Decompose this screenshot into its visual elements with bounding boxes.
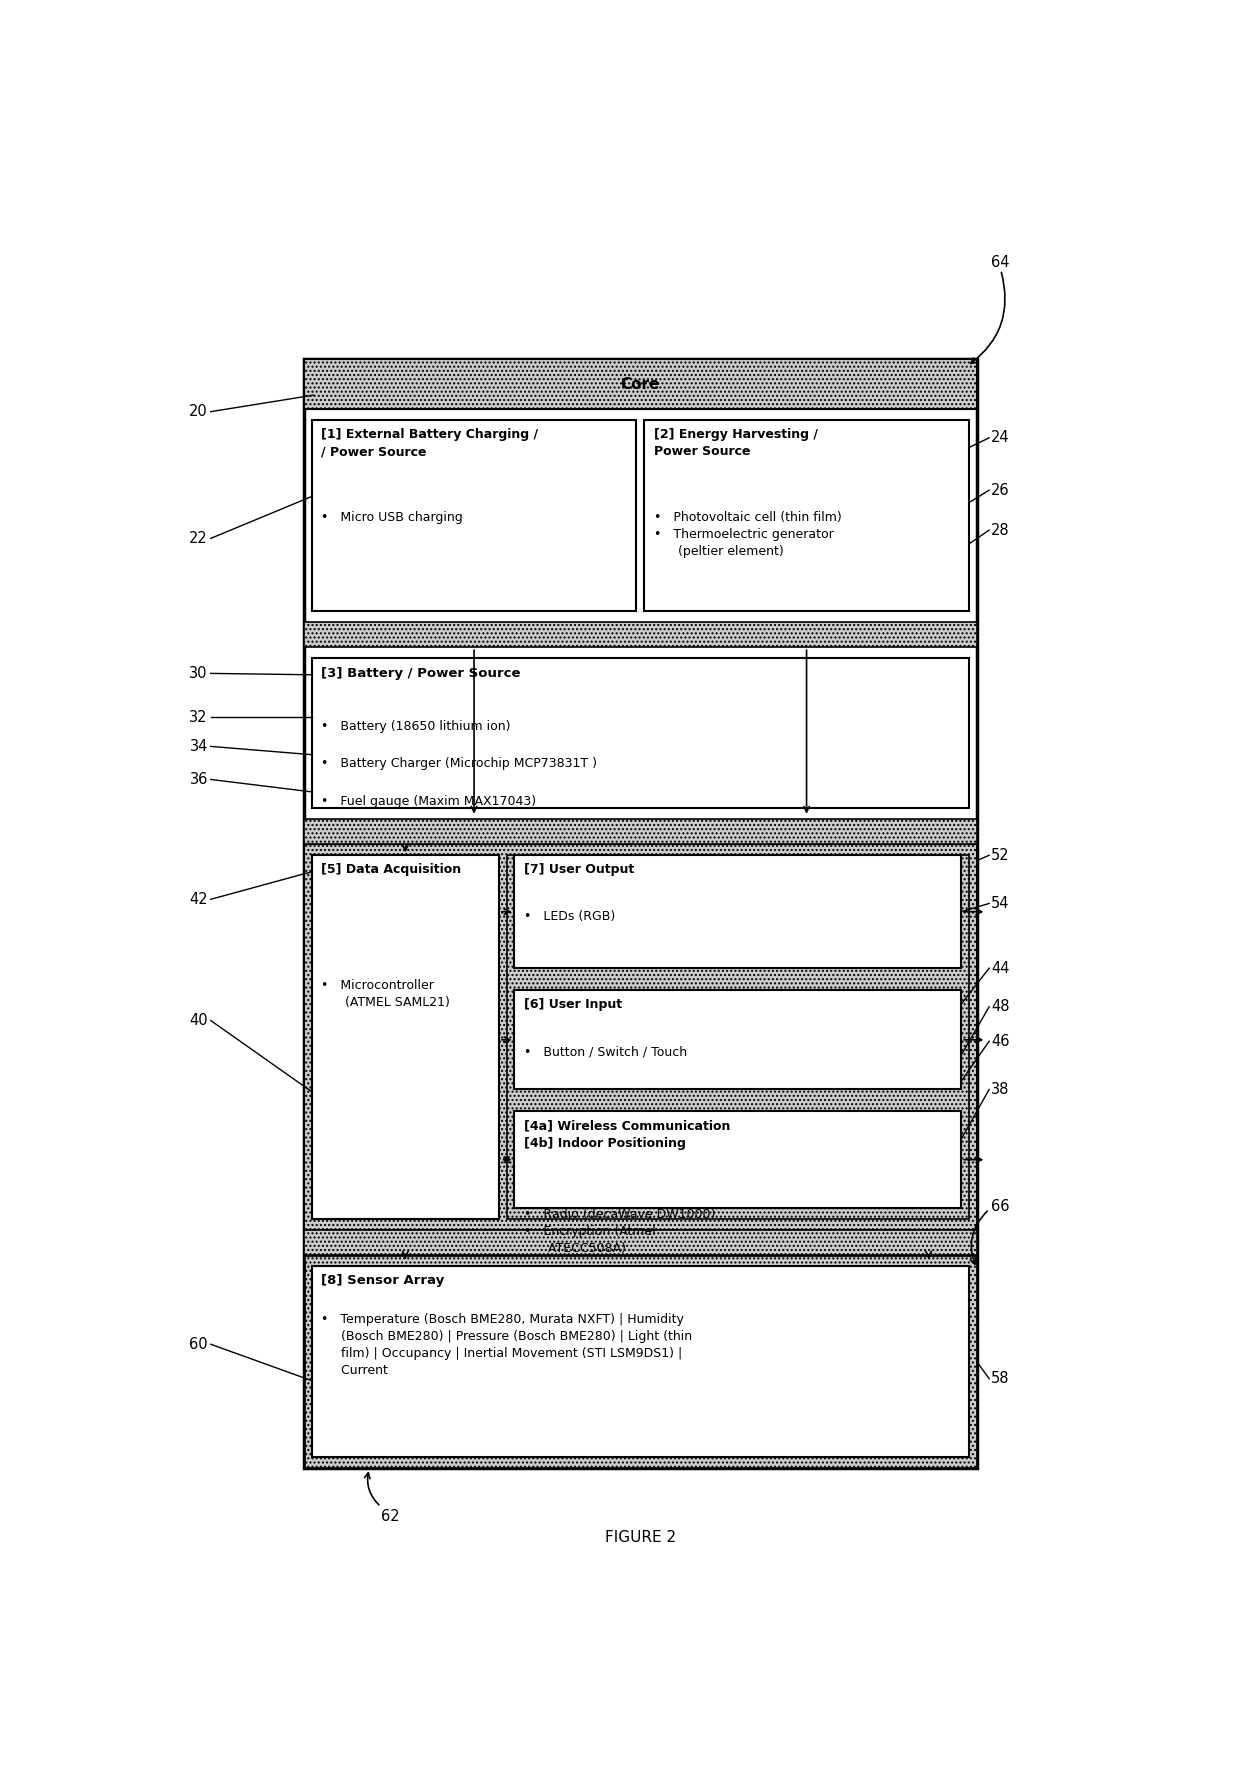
- Bar: [311, 1267, 968, 1458]
- Text: 34: 34: [190, 739, 208, 753]
- Bar: [515, 991, 961, 1090]
- Bar: [311, 855, 498, 1218]
- Text: 28: 28: [991, 522, 1009, 538]
- Text: 58: 58: [991, 1370, 1009, 1386]
- Text: Core: Core: [620, 377, 660, 392]
- Text: 48: 48: [991, 1000, 1009, 1014]
- Bar: [304, 819, 977, 844]
- Text: [7] User Output: [7] User Output: [525, 864, 635, 877]
- Text: •   Photovoltaic cell (thin film)
•   Thermoelectric generator
      (peltier el: • Photovoltaic cell (thin film) • Thermo…: [653, 512, 842, 558]
- Text: 62: 62: [381, 1508, 399, 1524]
- Bar: [304, 360, 977, 1469]
- Text: 20: 20: [190, 404, 208, 419]
- Text: 54: 54: [991, 896, 1009, 911]
- Text: [3] Battery / Power Source: [3] Battery / Power Source: [321, 667, 521, 680]
- Text: 64: 64: [991, 256, 1009, 270]
- Text: 36: 36: [190, 773, 208, 787]
- Text: [1] External Battery Charging /
/ Power Source: [1] External Battery Charging / / Power …: [321, 428, 538, 458]
- Text: [8] Sensor Array: [8] Sensor Array: [321, 1274, 444, 1286]
- Text: •   Microcontroller
      (ATMEL SAML21): • Microcontroller (ATMEL SAML21): [321, 979, 450, 1009]
- Bar: [644, 420, 968, 612]
- Bar: [515, 855, 961, 968]
- Text: •   Temperature (Bosch BME280, Murata NXFT) | Humidity
     (Bosch BME280) | Pre: • Temperature (Bosch BME280, Murata NXFT…: [321, 1313, 692, 1376]
- Text: 42: 42: [190, 891, 208, 907]
- Text: 60: 60: [190, 1336, 208, 1352]
- Text: 24: 24: [991, 431, 1009, 445]
- Text: 30: 30: [190, 666, 208, 682]
- Text: 52: 52: [991, 848, 1009, 862]
- Text: 66: 66: [991, 1199, 1009, 1215]
- Bar: [507, 855, 968, 1218]
- Text: 38: 38: [991, 1082, 1009, 1097]
- Text: •   Radio (decaWave DW1000)
•   Encryption (Atmel
      ATECC508A): • Radio (decaWave DW1000) • Encryption (…: [525, 1208, 715, 1254]
- Bar: [304, 360, 977, 410]
- Text: [6] User Input: [6] User Input: [525, 998, 622, 1011]
- Bar: [311, 420, 636, 612]
- Text: [2] Energy Harvesting /
Power Source: [2] Energy Harvesting / Power Source: [653, 428, 817, 458]
- Bar: [304, 623, 977, 648]
- Bar: [304, 1229, 977, 1254]
- Bar: [515, 1111, 961, 1208]
- Text: [4a] Wireless Communication
[4b] Indoor Positioning: [4a] Wireless Communication [4b] Indoor …: [525, 1120, 730, 1150]
- Text: •   Battery (18650 lithium ion): • Battery (18650 lithium ion): [321, 721, 511, 733]
- Bar: [311, 658, 968, 809]
- Text: 26: 26: [991, 483, 1009, 497]
- Text: 32: 32: [190, 710, 208, 725]
- Text: 22: 22: [190, 531, 208, 546]
- Text: •   Fuel gauge (Maxim MAX17043): • Fuel gauge (Maxim MAX17043): [321, 794, 537, 807]
- Text: •   Micro USB charging: • Micro USB charging: [321, 512, 463, 524]
- Text: 40: 40: [190, 1013, 208, 1029]
- Text: 44: 44: [991, 961, 1009, 975]
- Text: [5] Data Acquisition: [5] Data Acquisition: [321, 864, 461, 877]
- Bar: [304, 844, 977, 1229]
- Bar: [304, 1254, 977, 1469]
- Text: •   LEDs (RGB): • LEDs (RGB): [525, 911, 615, 923]
- Text: 46: 46: [991, 1034, 1009, 1048]
- Text: FIGURE 2: FIGURE 2: [605, 1530, 676, 1544]
- Text: •   Battery Charger (Microchip MCP73831T ): • Battery Charger (Microchip MCP73831T ): [321, 757, 598, 771]
- Text: •   Button / Switch / Touch: • Button / Switch / Touch: [525, 1045, 687, 1059]
